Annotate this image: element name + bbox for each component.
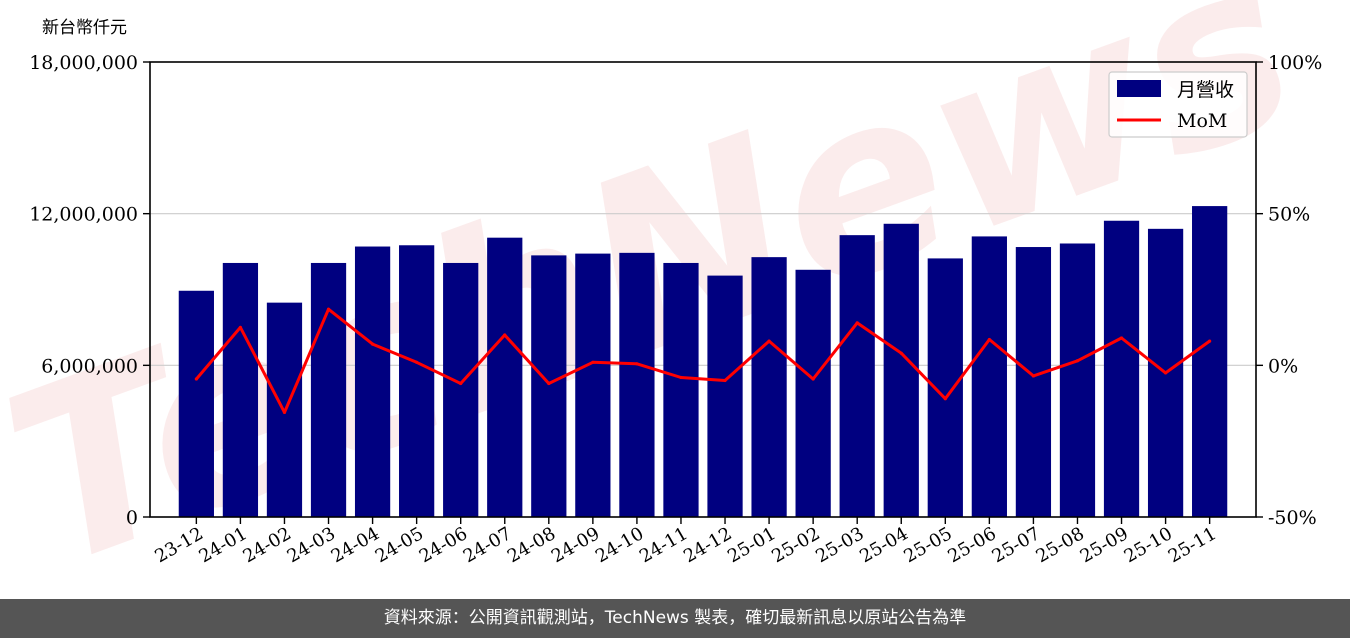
mom-point-24-02 <box>282 410 287 414</box>
bar-25-11 <box>1192 206 1228 518</box>
x-tick-label-24-04: 24-04 <box>328 523 383 567</box>
x-tick-label-25-04: 25-04 <box>856 523 911 567</box>
mom-point-25-09 <box>1119 336 1124 340</box>
bar-25-02 <box>795 269 831 517</box>
mom-point-24-09 <box>591 360 595 364</box>
bar-25-07 <box>1015 247 1052 518</box>
mom-point-24-08 <box>547 381 551 386</box>
legend-label-mom: MoM <box>1177 110 1227 132</box>
bar-25-09 <box>1103 220 1140 517</box>
mom-point-25-06 <box>987 337 991 342</box>
left-tick-label: 12,000,000 <box>29 204 138 226</box>
left-tick-label: 0 <box>126 507 138 529</box>
mom-point-24-01 <box>238 325 243 330</box>
bar-25-01 <box>751 257 787 517</box>
mom-point-24-04 <box>370 342 375 346</box>
bar-24-06 <box>443 262 479 517</box>
bar-24-07 <box>487 237 523 518</box>
left-tick-label: 6,000,000 <box>41 355 138 377</box>
bar-24-08 <box>531 255 567 517</box>
x-tick-label-25-02: 25-02 <box>768 523 823 567</box>
mom-point-24-05 <box>415 360 419 364</box>
bar-23-12 <box>178 290 214 517</box>
y-axis-unit-label: 新台幣仟元 <box>42 18 127 38</box>
x-tick-label-25-08: 25-08 <box>1033 523 1088 567</box>
mom-point-24-06 <box>459 381 463 386</box>
x-tick-label-25-09: 25-09 <box>1077 523 1132 567</box>
bar-25-08 <box>1059 243 1096 517</box>
mom-point-25-08 <box>1075 359 1080 363</box>
mom-point-25-01 <box>767 339 771 343</box>
bar-24-04 <box>354 246 391 517</box>
x-tick-label-24-09: 24-09 <box>548 523 603 567</box>
mom-point-24-12 <box>723 378 727 383</box>
mom-point-24-10 <box>635 362 639 366</box>
right-tick-label: 100% <box>1268 52 1322 74</box>
bar-24-03 <box>310 262 347 517</box>
line-layer <box>194 307 1212 414</box>
x-tick-label-24-10: 24-10 <box>592 523 647 567</box>
bar-24-10 <box>619 252 655 517</box>
left-tick-label: 18,000,000 <box>29 52 138 74</box>
x-tick-label-25-06: 25-06 <box>944 523 999 567</box>
bar-25-04 <box>883 223 919 517</box>
mom-point-25-07 <box>1031 374 1036 378</box>
right-tick-label: -50% <box>1268 507 1317 529</box>
bar-24-05 <box>399 245 435 517</box>
bar-25-06 <box>971 236 1007 517</box>
x-tick-label-24-05: 24-05 <box>372 523 427 567</box>
legend-swatch-bar <box>1117 80 1161 97</box>
mom-point-25-04 <box>899 351 903 355</box>
mom-point-23-12 <box>194 377 198 381</box>
mom-point-25-02 <box>811 377 815 381</box>
x-tick-label-24-06: 24-06 <box>416 523 471 567</box>
mom-point-25-10 <box>1163 371 1168 375</box>
legend-label-revenue: 月營收 <box>1177 79 1234 101</box>
chart-svg: TechNews 06,000,00012,000,00018,000,000-… <box>0 0 1328 600</box>
x-tick-label-25-01: 25-01 <box>724 523 779 567</box>
bar-24-01 <box>222 262 259 517</box>
x-tick-label-25-10: 25-10 <box>1121 523 1176 567</box>
mom-point-24-11 <box>679 375 683 380</box>
mom-line <box>195 307 1211 414</box>
mom-point-25-03 <box>855 321 859 325</box>
right-tick-label: 50% <box>1268 204 1310 226</box>
bar-24-09 <box>575 253 611 517</box>
mom-point-24-07 <box>503 333 507 337</box>
mom-point-24-03 <box>326 307 331 311</box>
bar-24-11 <box>663 262 699 517</box>
right-tick-label: 0% <box>1268 355 1298 377</box>
mom-point-25-05 <box>943 397 947 401</box>
footer-source-note: 資料來源：公開資訊觀測站，TechNews 製表，確切最新訊息以原站公告為準 <box>0 599 1350 638</box>
x-tick-label-25-07: 25-07 <box>988 523 1043 567</box>
plot-frame <box>149 61 1257 518</box>
x-tick-label-24-11: 24-11 <box>636 523 691 567</box>
x-tick-label-25-03: 25-03 <box>812 523 867 567</box>
legend: 月營收 MoM <box>1108 71 1248 138</box>
mom-point-25-11 <box>1208 339 1212 343</box>
bar-24-12 <box>707 275 743 517</box>
x-tick-label-25-05: 25-05 <box>900 523 955 567</box>
x-tick-label-24-08: 24-08 <box>504 523 559 567</box>
x-tick-label-25-11: 25-11 <box>1165 523 1220 567</box>
x-tick-label-24-07: 24-07 <box>460 523 515 567</box>
x-tick-label-24-12: 24-12 <box>680 523 735 567</box>
bar-25-03 <box>839 235 875 517</box>
